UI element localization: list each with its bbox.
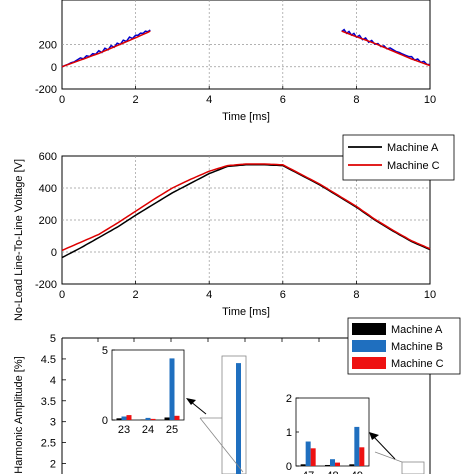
inset2-bar-49-s0 bbox=[349, 464, 355, 466]
x-tick-label-4: 4 bbox=[206, 94, 212, 106]
inset1-bar-25-s1 bbox=[169, 358, 175, 420]
inset2-bar-47-s1 bbox=[305, 441, 311, 466]
y-tick-label--200: -200 bbox=[35, 84, 57, 96]
inset1-bar-24-s1 bbox=[145, 417, 151, 420]
inset1-y-tick-5: 5 bbox=[102, 345, 108, 357]
inset2-bar-49-s2 bbox=[359, 447, 365, 466]
y-tick-label-200: 200 bbox=[39, 40, 57, 52]
x-tick-label-8: 8 bbox=[353, 289, 359, 301]
inset-harmonics-23-25: 0 5 23 24 25 bbox=[102, 345, 185, 436]
legend-label-machine-c: Machine C bbox=[387, 160, 440, 172]
inset1-bar-23-s0 bbox=[116, 418, 122, 420]
y-tick-label--200: -200 bbox=[35, 279, 57, 291]
panel-top-xlabel: Time [ms] bbox=[222, 111, 270, 123]
inset2-bar-48-s2 bbox=[335, 462, 340, 466]
y-tick-label-0: 0 bbox=[51, 247, 57, 259]
pointer-arrow-2-stem bbox=[372, 435, 396, 460]
legend3-label-machine-b: Machine B bbox=[391, 341, 443, 353]
voltage-ylabel: No-Load Line-To-Line Voltage [V] bbox=[13, 159, 25, 321]
x-tick-label-10: 10 bbox=[424, 289, 436, 301]
p3-y-tick-label-4.5: 4.5 bbox=[41, 354, 56, 366]
x-tick-label-6: 6 bbox=[280, 289, 286, 301]
y-tick-label-400: 400 bbox=[39, 183, 57, 195]
series-1-line-0 bbox=[61, 30, 151, 68]
inset1-bar-25-s0 bbox=[164, 417, 170, 420]
connector-line-2 bbox=[199, 417, 244, 473]
inset2-y-tick-2: 2 bbox=[286, 393, 292, 405]
inset2-bar-47-s0 bbox=[300, 464, 306, 466]
inset1-bar-24-s2 bbox=[150, 418, 156, 420]
y-tick-label-600: 600 bbox=[39, 151, 57, 163]
x-tick-label-6: 6 bbox=[280, 94, 286, 106]
series-1-line-0 bbox=[61, 163, 431, 252]
connector-line-3 bbox=[374, 451, 403, 463]
x-tick-label-8: 8 bbox=[353, 94, 359, 106]
legend3-swatch-machine-c bbox=[352, 357, 386, 369]
inset2-bar-48-s1 bbox=[330, 459, 335, 466]
legend3-label-machine-a: Machine A bbox=[391, 324, 443, 336]
inset2-y-tick-0: 0 bbox=[286, 461, 292, 473]
panel-bottom-legend: Machine A Machine B Machine C bbox=[347, 317, 461, 375]
legend3-swatch-machine-b bbox=[352, 340, 386, 352]
p3-y-tick-label-3: 3 bbox=[50, 417, 56, 429]
x-tick-label-10: 10 bbox=[424, 94, 436, 106]
p3-y-tick-label-3.5: 3.5 bbox=[41, 396, 56, 408]
p3-y-tick-label-2.5: 2.5 bbox=[41, 438, 56, 450]
series-0-line-1 bbox=[341, 28, 431, 66]
main-bar bbox=[236, 363, 241, 474]
inset2-cat-47: 47 bbox=[302, 470, 314, 474]
x-tick-label-0: 0 bbox=[59, 94, 65, 106]
p3-y-tick-label-5: 5 bbox=[50, 333, 56, 345]
inset1-bar-23-s2 bbox=[126, 415, 132, 420]
pointer-arrow-2 bbox=[369, 432, 379, 440]
panel-bottom: 2 2.5 3 3.5 4 4.5 5 0 5 23 24 25 0 1 2 47 48 49 Machi… bbox=[13, 317, 461, 474]
p3-y-tick-label-2: 2 bbox=[50, 459, 56, 471]
pointer-arrow-1-stem bbox=[189, 400, 207, 415]
x-tick-label-2: 2 bbox=[133, 94, 139, 106]
panel-middle-xlabel: Time [ms] bbox=[222, 306, 270, 318]
inset2-bar-48-s0 bbox=[325, 464, 330, 466]
inset1-y-tick-0: 0 bbox=[102, 415, 108, 427]
inset1-cat-23: 23 bbox=[118, 424, 130, 436]
legend-label-machine-a: Machine A bbox=[387, 142, 439, 154]
legend3-label-machine-c: Machine C bbox=[391, 358, 444, 370]
x-tick-label-4: 4 bbox=[206, 289, 212, 301]
legend-box bbox=[342, 134, 455, 181]
legend3-swatch-machine-a bbox=[352, 323, 386, 335]
p3-y-tick-label-4: 4 bbox=[50, 375, 56, 387]
inset2-bar-49-s1 bbox=[354, 426, 360, 466]
x-tick-label-0: 0 bbox=[59, 289, 65, 301]
main-bar-highlight-box bbox=[221, 355, 247, 474]
inset-harmonics-47-49: 0 1 2 47 48 49 bbox=[286, 393, 370, 474]
inset1-cat-24: 24 bbox=[142, 424, 154, 436]
panel-middle-legend: Machine A Machine C bbox=[342, 134, 455, 181]
inset1-bar-25-s2 bbox=[174, 415, 180, 420]
inset2-y-tick-1: 1 bbox=[286, 427, 292, 439]
y-tick-label-200: 200 bbox=[39, 215, 57, 227]
y-tick-label-0: 0 bbox=[51, 62, 57, 74]
inset2-cat-48: 48 bbox=[326, 470, 338, 474]
inset1-cat-25: 25 bbox=[166, 424, 178, 436]
second-highlight-box bbox=[401, 461, 425, 474]
inset2-bar-47-s2 bbox=[310, 448, 316, 466]
harmonic-ylabel: Harmonic Amplitude [%] bbox=[13, 356, 25, 473]
x-tick-label-2: 2 bbox=[133, 289, 139, 301]
series-1-line-1 bbox=[341, 30, 431, 67]
inset2-cat-49: 49 bbox=[351, 470, 363, 474]
inset1-bar-23-s1 bbox=[121, 416, 127, 420]
